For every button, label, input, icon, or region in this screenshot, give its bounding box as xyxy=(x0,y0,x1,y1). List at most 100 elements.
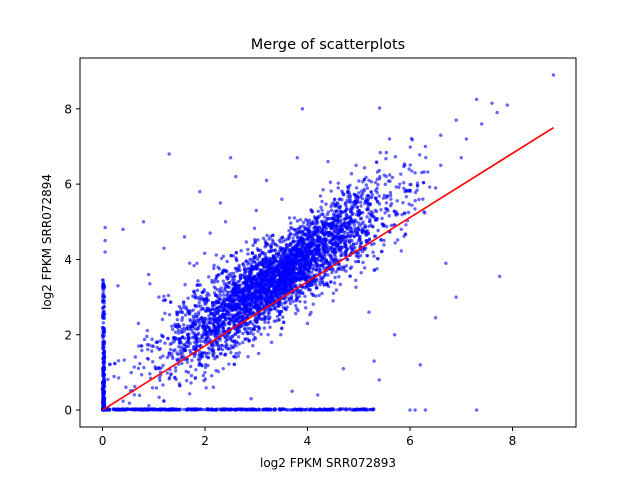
scatter-point xyxy=(359,204,363,208)
scatter-point xyxy=(147,403,151,408)
scatter-point xyxy=(402,162,407,166)
scatter-point xyxy=(256,351,261,356)
scatter-point xyxy=(353,220,357,224)
scatter-point xyxy=(222,293,226,297)
scatter-point xyxy=(379,249,384,254)
scatter-point xyxy=(276,273,280,277)
scatter-point xyxy=(234,297,239,302)
scatter-point xyxy=(151,344,156,349)
scatter-point xyxy=(322,245,326,249)
scatter-point xyxy=(261,311,265,316)
scatter-point xyxy=(204,354,208,359)
scatter-point xyxy=(367,237,372,242)
scatter-point xyxy=(253,295,257,299)
scatter-point xyxy=(278,300,283,304)
scatter-point xyxy=(158,378,162,383)
scatter-point xyxy=(369,190,373,194)
scatter-point xyxy=(196,295,200,300)
scatter-point xyxy=(298,224,303,229)
scatter-point xyxy=(176,322,180,327)
scatter-point xyxy=(170,327,175,332)
scatter-point xyxy=(403,232,408,236)
scatter-point xyxy=(229,274,233,278)
scatter-point xyxy=(459,156,463,160)
scatter-point xyxy=(111,407,116,411)
scatter-point xyxy=(333,251,337,255)
scatter-point xyxy=(213,334,217,338)
scatter-point xyxy=(358,237,362,241)
scatter-point xyxy=(262,326,267,330)
scatter-point xyxy=(290,389,294,393)
scatter-point xyxy=(474,408,479,412)
scatter-point xyxy=(251,265,255,269)
scatter-point xyxy=(241,262,245,266)
scatter-point xyxy=(268,307,273,312)
scatter-point xyxy=(300,107,305,111)
scatter-point xyxy=(265,233,269,238)
scatter-point xyxy=(173,369,178,373)
scatter-point xyxy=(165,355,170,360)
scatter-point xyxy=(195,314,199,319)
scatter-point xyxy=(182,407,186,412)
scatter-point xyxy=(225,338,229,342)
scatter-point xyxy=(246,355,250,359)
scatter-point xyxy=(365,253,369,258)
scatter-point xyxy=(163,341,167,345)
scatter-point xyxy=(319,205,323,209)
scatter-point xyxy=(237,263,241,268)
scatter-point xyxy=(304,284,309,288)
scatter-point xyxy=(233,293,238,297)
scatter-point xyxy=(379,207,383,212)
scatter-point xyxy=(218,407,222,411)
scatter-point xyxy=(198,294,203,299)
scatter-point xyxy=(282,275,286,279)
scatter-point xyxy=(351,212,355,216)
scatter-point xyxy=(124,385,128,389)
scatter-point xyxy=(269,262,273,266)
scatter-point xyxy=(388,190,393,195)
scatter-point xyxy=(102,299,106,303)
scatter-point xyxy=(278,287,283,291)
scatter-point xyxy=(398,182,402,186)
scatter-point xyxy=(121,227,125,232)
scatter-point xyxy=(329,208,334,213)
scatter-point xyxy=(341,366,346,371)
scatter-point xyxy=(314,282,318,287)
scatter-point xyxy=(330,233,335,237)
scatter-point xyxy=(249,302,253,307)
scatter-point xyxy=(226,297,230,302)
scatter-point xyxy=(348,266,353,271)
scatter-point xyxy=(251,243,255,248)
scatter-point xyxy=(214,293,218,298)
scatter-point xyxy=(193,295,197,299)
scatter-point xyxy=(220,347,225,352)
scatter-point xyxy=(214,368,218,373)
scatter-point xyxy=(216,324,221,328)
scatter-point xyxy=(204,386,208,390)
scatter-point xyxy=(288,299,292,303)
scatter-point xyxy=(229,271,233,276)
scatter-point xyxy=(340,245,344,249)
scatter-point xyxy=(245,262,250,266)
scatter-point xyxy=(167,376,172,380)
scatter-point xyxy=(221,366,225,371)
scatter-point xyxy=(334,209,339,214)
scatter-point xyxy=(346,185,350,189)
scatter-point xyxy=(239,289,243,294)
scatter-point xyxy=(223,288,227,292)
scatter-point xyxy=(233,332,237,336)
scatter-point xyxy=(302,272,306,276)
scatter-point xyxy=(225,293,229,297)
scatter-point xyxy=(281,290,286,295)
scatter-points xyxy=(100,73,556,412)
scatter-point xyxy=(185,324,190,328)
scatter-point xyxy=(364,183,368,187)
scatter-point xyxy=(373,180,378,185)
scatter-point xyxy=(193,326,197,331)
scatter-point xyxy=(350,219,355,224)
scatter-point xyxy=(356,228,361,232)
scatter-point xyxy=(310,249,314,254)
scatter-point xyxy=(265,263,269,267)
scatter-point xyxy=(275,314,280,319)
scatter-point xyxy=(354,278,358,282)
